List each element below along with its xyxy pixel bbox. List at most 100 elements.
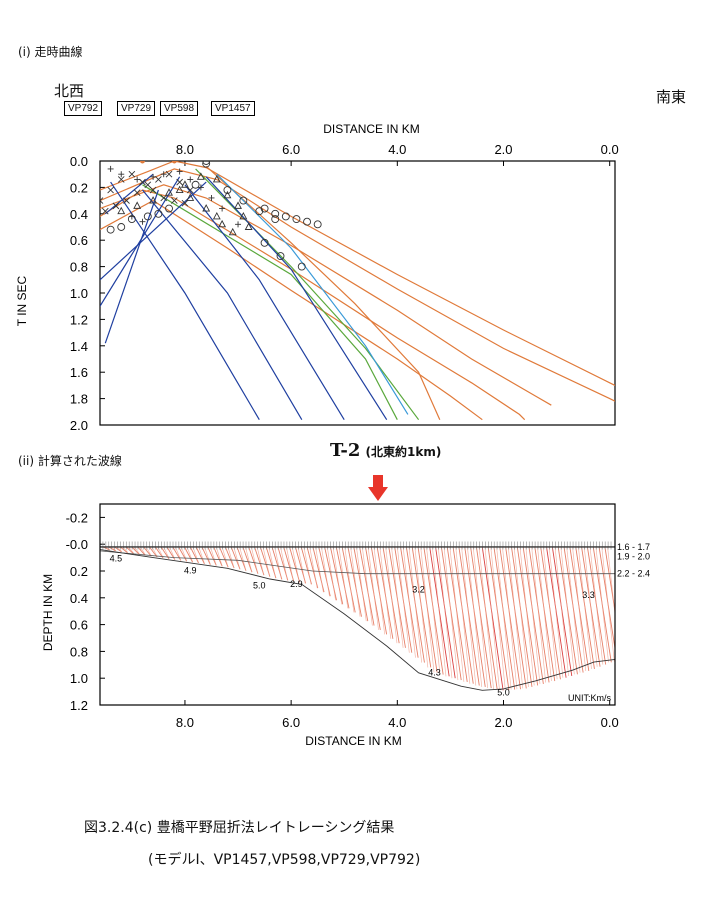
- ray-path: [347, 546, 362, 617]
- ray-path: [280, 546, 288, 581]
- data-point-plus: [118, 171, 125, 178]
- data-point-circle: [106, 225, 115, 234]
- series-line-blue: [205, 176, 388, 421]
- ray-path: [291, 546, 300, 583]
- y-tick-label: -0.0: [66, 537, 88, 552]
- velocity-label: 3.2: [412, 584, 425, 594]
- ray-path: [607, 546, 615, 618]
- ray-path: [239, 546, 247, 571]
- layer-velocity-label: 1.9 - 2.0: [617, 551, 650, 561]
- data-point-cross: [149, 186, 157, 194]
- ray-path: [461, 546, 477, 686]
- data-point-triangle: [175, 185, 184, 193]
- y-axis-label: DEPTH IN KM: [41, 574, 55, 651]
- ray-path: [449, 546, 465, 682]
- series-line-blue: [104, 173, 154, 215]
- ray-path: [525, 546, 541, 684]
- data-point-cross: [144, 181, 152, 189]
- ray-path: [219, 546, 229, 568]
- x-tick-label: 0.0: [601, 715, 619, 730]
- ray-path: [578, 546, 592, 669]
- ray-path: [365, 546, 381, 631]
- data-point-triangle: [228, 227, 237, 236]
- y-tick-label: 0.6: [70, 233, 88, 248]
- ray-path: [402, 546, 416, 658]
- y-tick-label: 2.0: [70, 418, 88, 433]
- ray-path: [309, 546, 318, 589]
- data-point-circle: [239, 196, 248, 205]
- ray-path: [262, 546, 271, 577]
- ray-path: [186, 546, 194, 563]
- ray-path: [589, 546, 604, 665]
- data-point-triangle: [234, 201, 242, 209]
- ray-path: [522, 546, 544, 685]
- ray-path: [493, 546, 516, 690]
- ray-path: [151, 546, 158, 558]
- ray-path: [443, 546, 459, 681]
- data-point-plus: [235, 221, 242, 228]
- data-point-cross: [181, 199, 189, 207]
- ray-path: [528, 546, 550, 683]
- data-point-triangle: [202, 204, 211, 212]
- ray-path: [467, 546, 483, 687]
- series-line-blue: [104, 189, 159, 344]
- data-point-cross: [128, 170, 136, 178]
- ray-path: [297, 546, 306, 584]
- data-point-plus: [187, 176, 194, 183]
- data-point-triangle: [212, 175, 221, 183]
- ray-path: [201, 546, 211, 565]
- data-point-triangle: [117, 206, 126, 215]
- ray-path: [385, 546, 398, 644]
- ray-path: [516, 546, 539, 686]
- ray-path: [332, 546, 343, 605]
- caption-sub: (モデルⅠ、VP1457,VP598,VP729,VP792): [148, 852, 421, 868]
- ray-path: [542, 546, 558, 680]
- ray-path: [195, 546, 205, 565]
- data-point-circle: [260, 204, 269, 213]
- ray-path: [513, 546, 529, 687]
- arrow-down-icon: [368, 475, 388, 501]
- ray-path: [356, 546, 367, 622]
- data-point-cross: [176, 178, 183, 186]
- series-group: [100, 161, 615, 421]
- data-point-cross: [107, 186, 114, 194]
- ray-path: [481, 546, 504, 691]
- ray-path: [242, 546, 253, 573]
- data-point-triangle: [149, 196, 158, 204]
- section1-label: (i) 走時曲線: [18, 45, 83, 59]
- ray-path: [572, 546, 587, 671]
- data-point-plus: [150, 173, 157, 180]
- layer-boundary-line: [99, 550, 615, 575]
- velocity-label: 4.5: [110, 554, 123, 564]
- data-point-circle: [271, 215, 280, 224]
- plot-area: [99, 160, 616, 426]
- series-line-blue: [142, 189, 303, 421]
- ray-path: [367, 546, 379, 631]
- y-tick-label: 1.2: [70, 698, 88, 713]
- data-point-cross: [101, 207, 109, 215]
- data-point-circle: [143, 212, 152, 221]
- series-line-orange: [100, 199, 483, 421]
- x-axis-label: DISTANCE IN KM: [323, 122, 419, 136]
- data-point-plus: [219, 205, 226, 212]
- y-tick-label: 1.0: [70, 286, 88, 301]
- y-tick-label: 0.2: [70, 180, 88, 195]
- ray-path: [134, 546, 140, 555]
- section2-label: (ii) 計算された波線: [18, 454, 122, 468]
- ray-path: [303, 546, 312, 585]
- series-line-orange: [100, 168, 615, 402]
- ray-path: [414, 546, 429, 668]
- data-point-plus: [139, 218, 146, 225]
- y-tick-label: 0.2: [70, 564, 88, 579]
- ray-path: [487, 546, 510, 690]
- ray-path: [344, 546, 355, 613]
- data-point-triangle: [244, 222, 253, 230]
- data-point-cross: [123, 197, 130, 204]
- data-point-circle: [260, 238, 269, 247]
- layer-velocity-label: 1.6 - 1.7: [617, 542, 650, 552]
- data-point-cross: [112, 202, 120, 210]
- ray-path: [499, 546, 521, 690]
- ray-path: [180, 546, 188, 562]
- ray-path: [566, 546, 581, 673]
- ray-path: [324, 546, 337, 601]
